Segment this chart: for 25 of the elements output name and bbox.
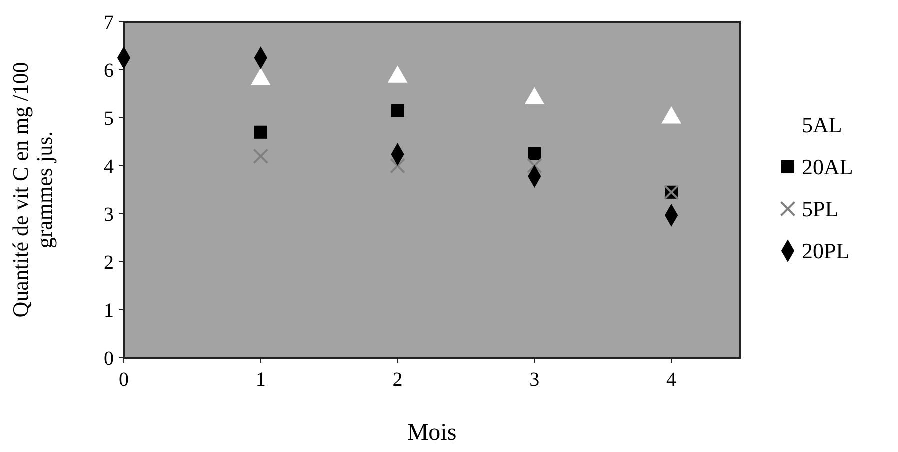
point	[526, 158, 542, 174]
x-tick-label: 0	[119, 369, 129, 391]
y-tick-label: 1	[104, 300, 114, 322]
x-tick-label: 2	[392, 369, 403, 391]
point	[390, 158, 406, 174]
x-axis-title: Mois	[407, 420, 457, 446]
y-tick-label: 6	[104, 60, 114, 82]
point	[391, 104, 404, 118]
x-tick-label: 1	[256, 369, 266, 391]
y-tick-label: 0	[104, 348, 114, 370]
text: 5AL	[802, 112, 842, 138]
point	[254, 126, 268, 139]
x-tick-label: 4	[666, 369, 677, 391]
y-tick-label: 2	[104, 252, 114, 274]
x-tick-label: 3	[530, 369, 540, 391]
y-tick-label: 4	[104, 156, 114, 178]
y-axis-title: Quantité de vit C en mg /100 grammes jus.	[8, 62, 57, 318]
legend-label: 20PL	[802, 238, 850, 264]
y-tick-label: 7	[104, 12, 114, 34]
point	[253, 148, 269, 164]
legend-label: 20AL	[802, 154, 854, 180]
y-tick-label: 3	[104, 204, 114, 226]
legend-label: 5PL	[802, 196, 839, 222]
point	[528, 147, 542, 161]
y-tick-label: 5	[104, 108, 114, 130]
